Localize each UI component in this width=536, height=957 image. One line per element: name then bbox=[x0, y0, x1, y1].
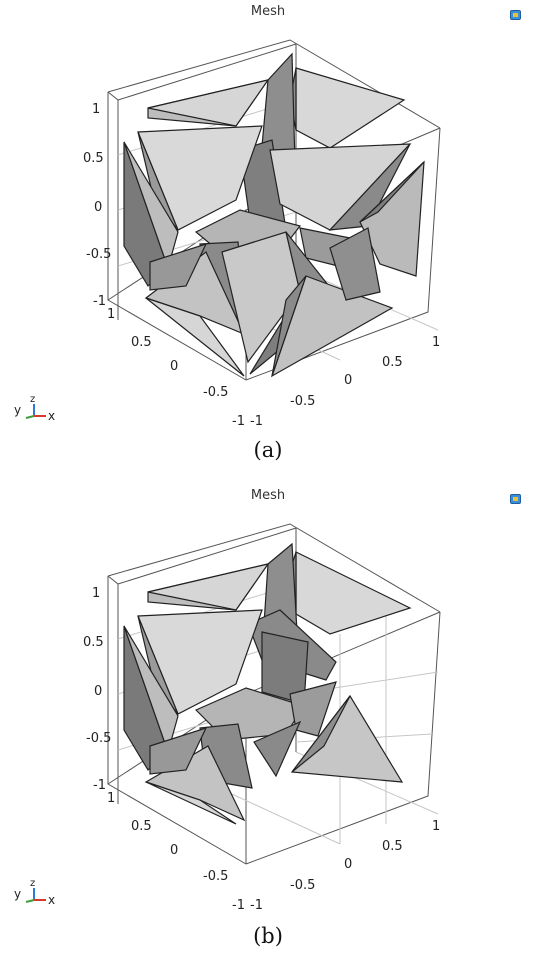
mesh-panel-a: Mesh bbox=[0, 0, 536, 468]
triad-z-label: z bbox=[30, 878, 35, 889]
y-tick: 1 bbox=[107, 307, 115, 322]
z-tick: -0.5 bbox=[86, 731, 111, 746]
figure-caption: (a) bbox=[253, 438, 283, 462]
y-tick: 0 bbox=[170, 359, 178, 374]
y-tick: -0.5 bbox=[203, 869, 228, 884]
mesh-3d-view[interactable]: 1 0.5 0 -0.5 -1 1 0.5 0 -0.5 -1 -1 -0.5 … bbox=[0, 484, 536, 924]
y-tick: -1 bbox=[232, 898, 245, 913]
x-tick: 1 bbox=[432, 819, 440, 834]
mesh-elements bbox=[123, 52, 425, 378]
z-axis-ticks: 1 0.5 0 -0.5 -1 bbox=[83, 102, 111, 309]
y-tick: -0.5 bbox=[203, 385, 228, 400]
triad-y-label: y bbox=[14, 403, 21, 417]
triad-x-label: x bbox=[48, 893, 55, 907]
plot-title: Mesh bbox=[250, 488, 286, 503]
z-tick: -0.5 bbox=[86, 247, 111, 262]
x-tick: 0.5 bbox=[382, 355, 403, 370]
x-tick: 1 bbox=[432, 335, 440, 350]
triad-z-label: z bbox=[30, 394, 35, 405]
figure-caption: (b) bbox=[253, 924, 283, 948]
triad-y-label: y bbox=[14, 887, 21, 901]
x-tick: 0 bbox=[344, 857, 352, 872]
z-axis-ticks: 1 0.5 0 -0.5 -1 bbox=[83, 586, 111, 793]
window-toggle-icon[interactable] bbox=[510, 494, 521, 504]
window-toggle-icon[interactable] bbox=[510, 10, 521, 20]
y-tick: 1 bbox=[107, 791, 115, 806]
x-tick: -0.5 bbox=[290, 878, 315, 893]
y-axis-ticks: 1 0.5 0 -0.5 -1 bbox=[107, 791, 245, 913]
y-tick: 0.5 bbox=[131, 819, 152, 834]
x-tick: -1 bbox=[250, 414, 263, 429]
z-tick: 0 bbox=[94, 200, 102, 215]
x-tick: 0.5 bbox=[382, 839, 403, 854]
y-tick: -1 bbox=[232, 414, 245, 429]
plot-title: Mesh bbox=[250, 4, 286, 19]
triad-x-label: x bbox=[48, 409, 55, 423]
z-tick: 0.5 bbox=[83, 635, 104, 650]
z-tick: -1 bbox=[93, 294, 106, 309]
x-axis-ticks: -1 -0.5 0 0.5 1 bbox=[250, 819, 440, 913]
x-axis-ticks: -1 -0.5 0 0.5 1 bbox=[250, 335, 440, 429]
axis-orientation-triad: y z x bbox=[14, 394, 55, 423]
mesh-panel-b: Mesh bbox=[0, 484, 536, 952]
axis-orientation-triad: y z x bbox=[14, 878, 55, 907]
z-tick: 1 bbox=[92, 586, 100, 601]
mesh-3d-view[interactable]: 1 0.5 0 -0.5 -1 1 0.5 0 -0.5 -1 -1 -0.5 … bbox=[0, 0, 536, 440]
y-axis-ticks: 1 0.5 0 -0.5 -1 bbox=[107, 307, 245, 429]
z-tick: 0 bbox=[94, 684, 102, 699]
x-tick: -0.5 bbox=[290, 394, 315, 409]
z-tick: -1 bbox=[93, 778, 106, 793]
y-tick: 0 bbox=[170, 843, 178, 858]
mesh-elements bbox=[123, 542, 412, 825]
x-tick: -1 bbox=[250, 898, 263, 913]
z-tick: 1 bbox=[92, 102, 100, 117]
y-tick: 0.5 bbox=[131, 335, 152, 350]
z-tick: 0.5 bbox=[83, 151, 104, 166]
x-tick: 0 bbox=[344, 373, 352, 388]
